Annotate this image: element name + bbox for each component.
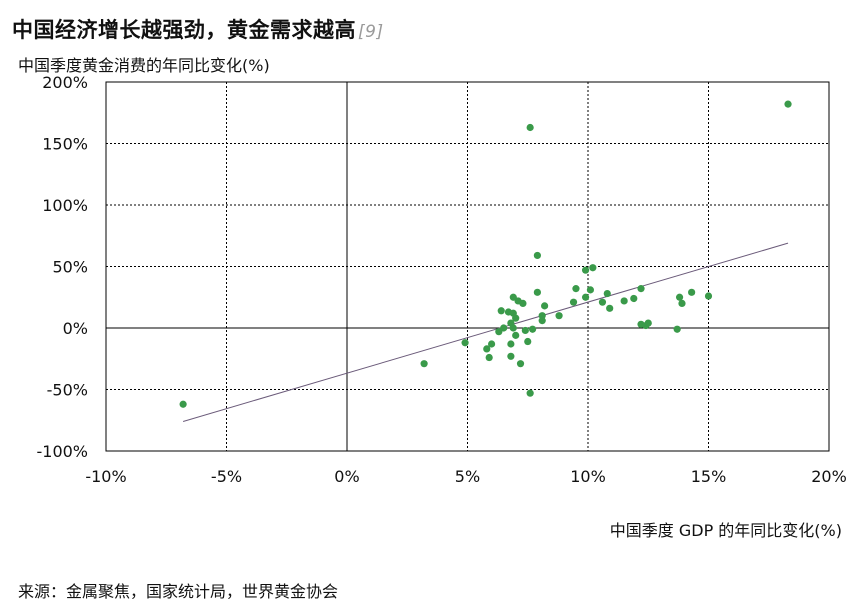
data-point bbox=[461, 339, 469, 347]
data-point bbox=[528, 325, 537, 333]
data-point bbox=[555, 312, 563, 320]
title-reference: [9] bbox=[358, 22, 384, 42]
x-axis-label: 中国季度 GDP 的年同比变化(%) bbox=[609, 521, 842, 540]
data-point bbox=[533, 251, 541, 260]
data-point bbox=[630, 294, 638, 303]
data-point bbox=[586, 286, 595, 294]
data-point bbox=[519, 299, 527, 307]
data-point bbox=[598, 298, 607, 306]
x-tick-label: 5% bbox=[455, 467, 480, 486]
data-point bbox=[509, 324, 517, 332]
x-tick-label: 20% bbox=[811, 467, 847, 486]
data-point bbox=[521, 326, 529, 335]
y-tick-label: 150% bbox=[42, 135, 88, 154]
data-point bbox=[488, 340, 496, 348]
data-point bbox=[541, 302, 549, 310]
data-point bbox=[603, 289, 611, 298]
data-point bbox=[524, 337, 532, 346]
data-point bbox=[644, 319, 652, 327]
y-tick-label: 200% bbox=[42, 73, 88, 92]
trendline-layer bbox=[182, 242, 789, 422]
data-point bbox=[500, 324, 508, 332]
data-point bbox=[483, 345, 491, 353]
chart-title-text: 中国经济增长越强劲，黄金需求越高 bbox=[12, 18, 356, 42]
data-point bbox=[533, 288, 541, 296]
x-tick-label: -5% bbox=[211, 467, 242, 486]
y-axis-label: 中国季度黄金消费的年同比变化(%) bbox=[18, 56, 270, 75]
tick-labels-layer: -10% -5% 0% 5% 10% 15% 20% -100% -50% 0% 50% 100% 15… bbox=[36, 73, 846, 486]
y-tick-label: 50% bbox=[52, 258, 88, 277]
plot-frame bbox=[105, 81, 830, 452]
x-tick-label: -10% bbox=[85, 467, 126, 486]
data-point bbox=[485, 353, 493, 362]
data-point bbox=[526, 389, 534, 397]
y-tick-label: -50% bbox=[47, 381, 88, 400]
data-point bbox=[620, 297, 628, 305]
y-tick-label: 0% bbox=[63, 319, 88, 338]
data-point bbox=[569, 298, 578, 306]
data-point bbox=[581, 266, 590, 274]
data-point bbox=[420, 360, 428, 368]
data-point bbox=[526, 123, 534, 132]
chart-title: 中国经济增长越强劲，黄金需求越高 [9] bbox=[12, 14, 384, 44]
data-point bbox=[512, 314, 520, 322]
data-point bbox=[673, 325, 681, 333]
x-tick-label: 15% bbox=[691, 467, 727, 486]
data-point bbox=[179, 400, 187, 408]
data-point bbox=[507, 340, 515, 348]
data-point bbox=[572, 285, 580, 293]
trendline bbox=[182, 242, 789, 422]
data-point bbox=[497, 307, 505, 315]
data-point bbox=[688, 288, 696, 296]
data-point bbox=[581, 293, 590, 301]
data-point bbox=[704, 292, 713, 300]
data-point bbox=[784, 100, 792, 108]
data-point bbox=[538, 312, 546, 320]
data-point bbox=[516, 360, 525, 368]
data-point bbox=[606, 304, 614, 312]
data-point bbox=[678, 299, 686, 307]
points-layer bbox=[179, 100, 792, 408]
y-tick-label: -100% bbox=[36, 442, 88, 461]
grid-layer bbox=[105, 81, 830, 452]
data-point bbox=[538, 317, 546, 325]
data-point bbox=[507, 352, 515, 360]
data-point bbox=[512, 331, 520, 339]
data-point bbox=[675, 293, 684, 301]
y-tick-label: 100% bbox=[42, 196, 88, 215]
data-point bbox=[637, 285, 645, 293]
source-note: 来源：金属聚焦，国家统计局，世界黄金协会 bbox=[18, 582, 339, 601]
x-tick-label: 10% bbox=[570, 467, 606, 486]
data-point bbox=[589, 264, 597, 272]
x-tick-label: 0% bbox=[334, 467, 359, 486]
